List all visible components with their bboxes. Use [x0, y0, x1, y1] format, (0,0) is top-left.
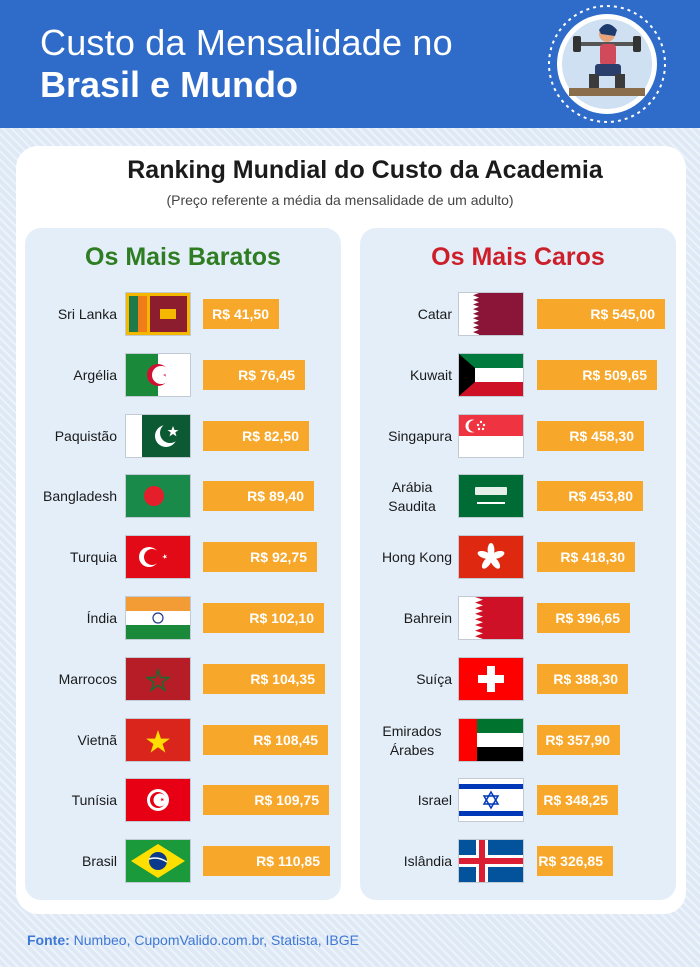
- iceland-flag-icon: [459, 840, 523, 883]
- country-label: Paquistão: [54, 427, 117, 444]
- hongkong-flag-icon: [459, 536, 523, 579]
- price-bar: R$ 396,65: [537, 603, 630, 633]
- price-bar: R$ 41,50: [203, 299, 279, 329]
- saudi-flag-icon: [459, 475, 523, 518]
- gym-person-icon: [547, 4, 667, 124]
- price-bar: R$ 108,45: [203, 724, 328, 755]
- bahrain-flag-icon: [459, 597, 523, 639]
- country-label: Israel: [417, 792, 452, 809]
- country-label: Singapura: [388, 427, 452, 444]
- country-label: Marrocos: [58, 670, 117, 687]
- bangladesh-flag-icon: [126, 475, 190, 518]
- country-label: Turquia: [70, 549, 117, 566]
- country-label: Tunísia: [71, 792, 117, 809]
- header-banner: Custo da Mensalidade no Brasil e Mundo: [0, 0, 700, 128]
- qatar-flag-icon: [459, 293, 523, 335]
- price-bar: R$ 104,35: [203, 663, 325, 694]
- price-bar: R$ 76,45: [203, 359, 305, 390]
- brazil-flag-icon: [126, 840, 190, 883]
- price-bar: R$ 418,30: [537, 542, 635, 573]
- tunisia-flag-icon: [126, 779, 190, 822]
- price-bar: R$ 348,25: [537, 785, 618, 816]
- expensive-panel-title: Os Mais Caros: [431, 243, 605, 271]
- country-label: Suíça: [416, 670, 452, 687]
- price-bar: R$ 92,75: [203, 542, 317, 573]
- country-label: Catar: [417, 306, 452, 322]
- turkey-flag-icon: [126, 536, 190, 579]
- country-label: Bahrein: [403, 610, 452, 626]
- price-bar: R$ 109,75: [203, 785, 329, 816]
- country-label: Brasil: [81, 853, 117, 870]
- algeria-flag-icon: [126, 353, 190, 396]
- country-label: Argélia: [73, 366, 117, 383]
- country-label: Hong Kong: [381, 549, 452, 566]
- chart-title: Ranking Mundial do Custo da Academia: [127, 156, 603, 184]
- country-label: Bangladesh: [43, 488, 117, 505]
- kuwait-flag-icon: [459, 353, 523, 396]
- vietnam-flag-icon: [126, 718, 190, 761]
- price-bar: R$ 326,85: [537, 846, 613, 877]
- israel-flag-icon: [459, 779, 523, 822]
- price-bar: R$ 453,80: [537, 481, 643, 512]
- price-bar: R$ 89,40: [203, 481, 314, 512]
- morocco-flag-icon: [126, 657, 190, 700]
- country-label: Kuwait: [409, 366, 452, 383]
- page-title-line2: Brasil e Mundo: [40, 64, 299, 105]
- price-bar: R$ 458,30: [537, 420, 644, 451]
- country-label: Emirados Árabes: [382, 722, 442, 758]
- switzerland-flag-icon: [459, 657, 523, 700]
- country-label: Islândia: [403, 853, 452, 870]
- source-note: Fonte: Numbeo, CupomValido.com.br, Stati…: [27, 932, 359, 948]
- country-label: Vietnã: [77, 731, 117, 748]
- cheapest-panel-title: Os Mais Baratos: [85, 243, 281, 271]
- price-bar: R$ 388,30: [537, 663, 628, 694]
- price-bar: R$ 82,50: [203, 420, 309, 451]
- price-bar: R$ 509,65: [537, 359, 657, 390]
- uae-flag-icon: [459, 718, 523, 761]
- price-bar: R$ 110,85: [203, 846, 330, 877]
- india-flag-icon: [126, 597, 190, 639]
- source-text: Numbeo, CupomValido.com.br, Statista, IB…: [69, 932, 359, 948]
- pakistan-flag-icon: [126, 414, 190, 457]
- price-bar: R$ 357,90: [537, 724, 620, 755]
- page-title-line1: Custo da Mensalidade no: [40, 22, 453, 63]
- country-label: Sri Lanka: [57, 306, 117, 322]
- price-bar: R$ 102,10: [203, 603, 324, 633]
- srilanka-flag-icon: [126, 293, 190, 335]
- source-label: Fonte:: [27, 932, 70, 948]
- country-label: Arábia Saudita: [388, 479, 436, 515]
- singapore-flag-icon: [459, 414, 523, 457]
- price-bar: R$ 545,00: [537, 299, 665, 329]
- chart-subtitle: (Preço referente a média da mensalidade …: [166, 192, 514, 208]
- country-label: Índia: [86, 610, 117, 626]
